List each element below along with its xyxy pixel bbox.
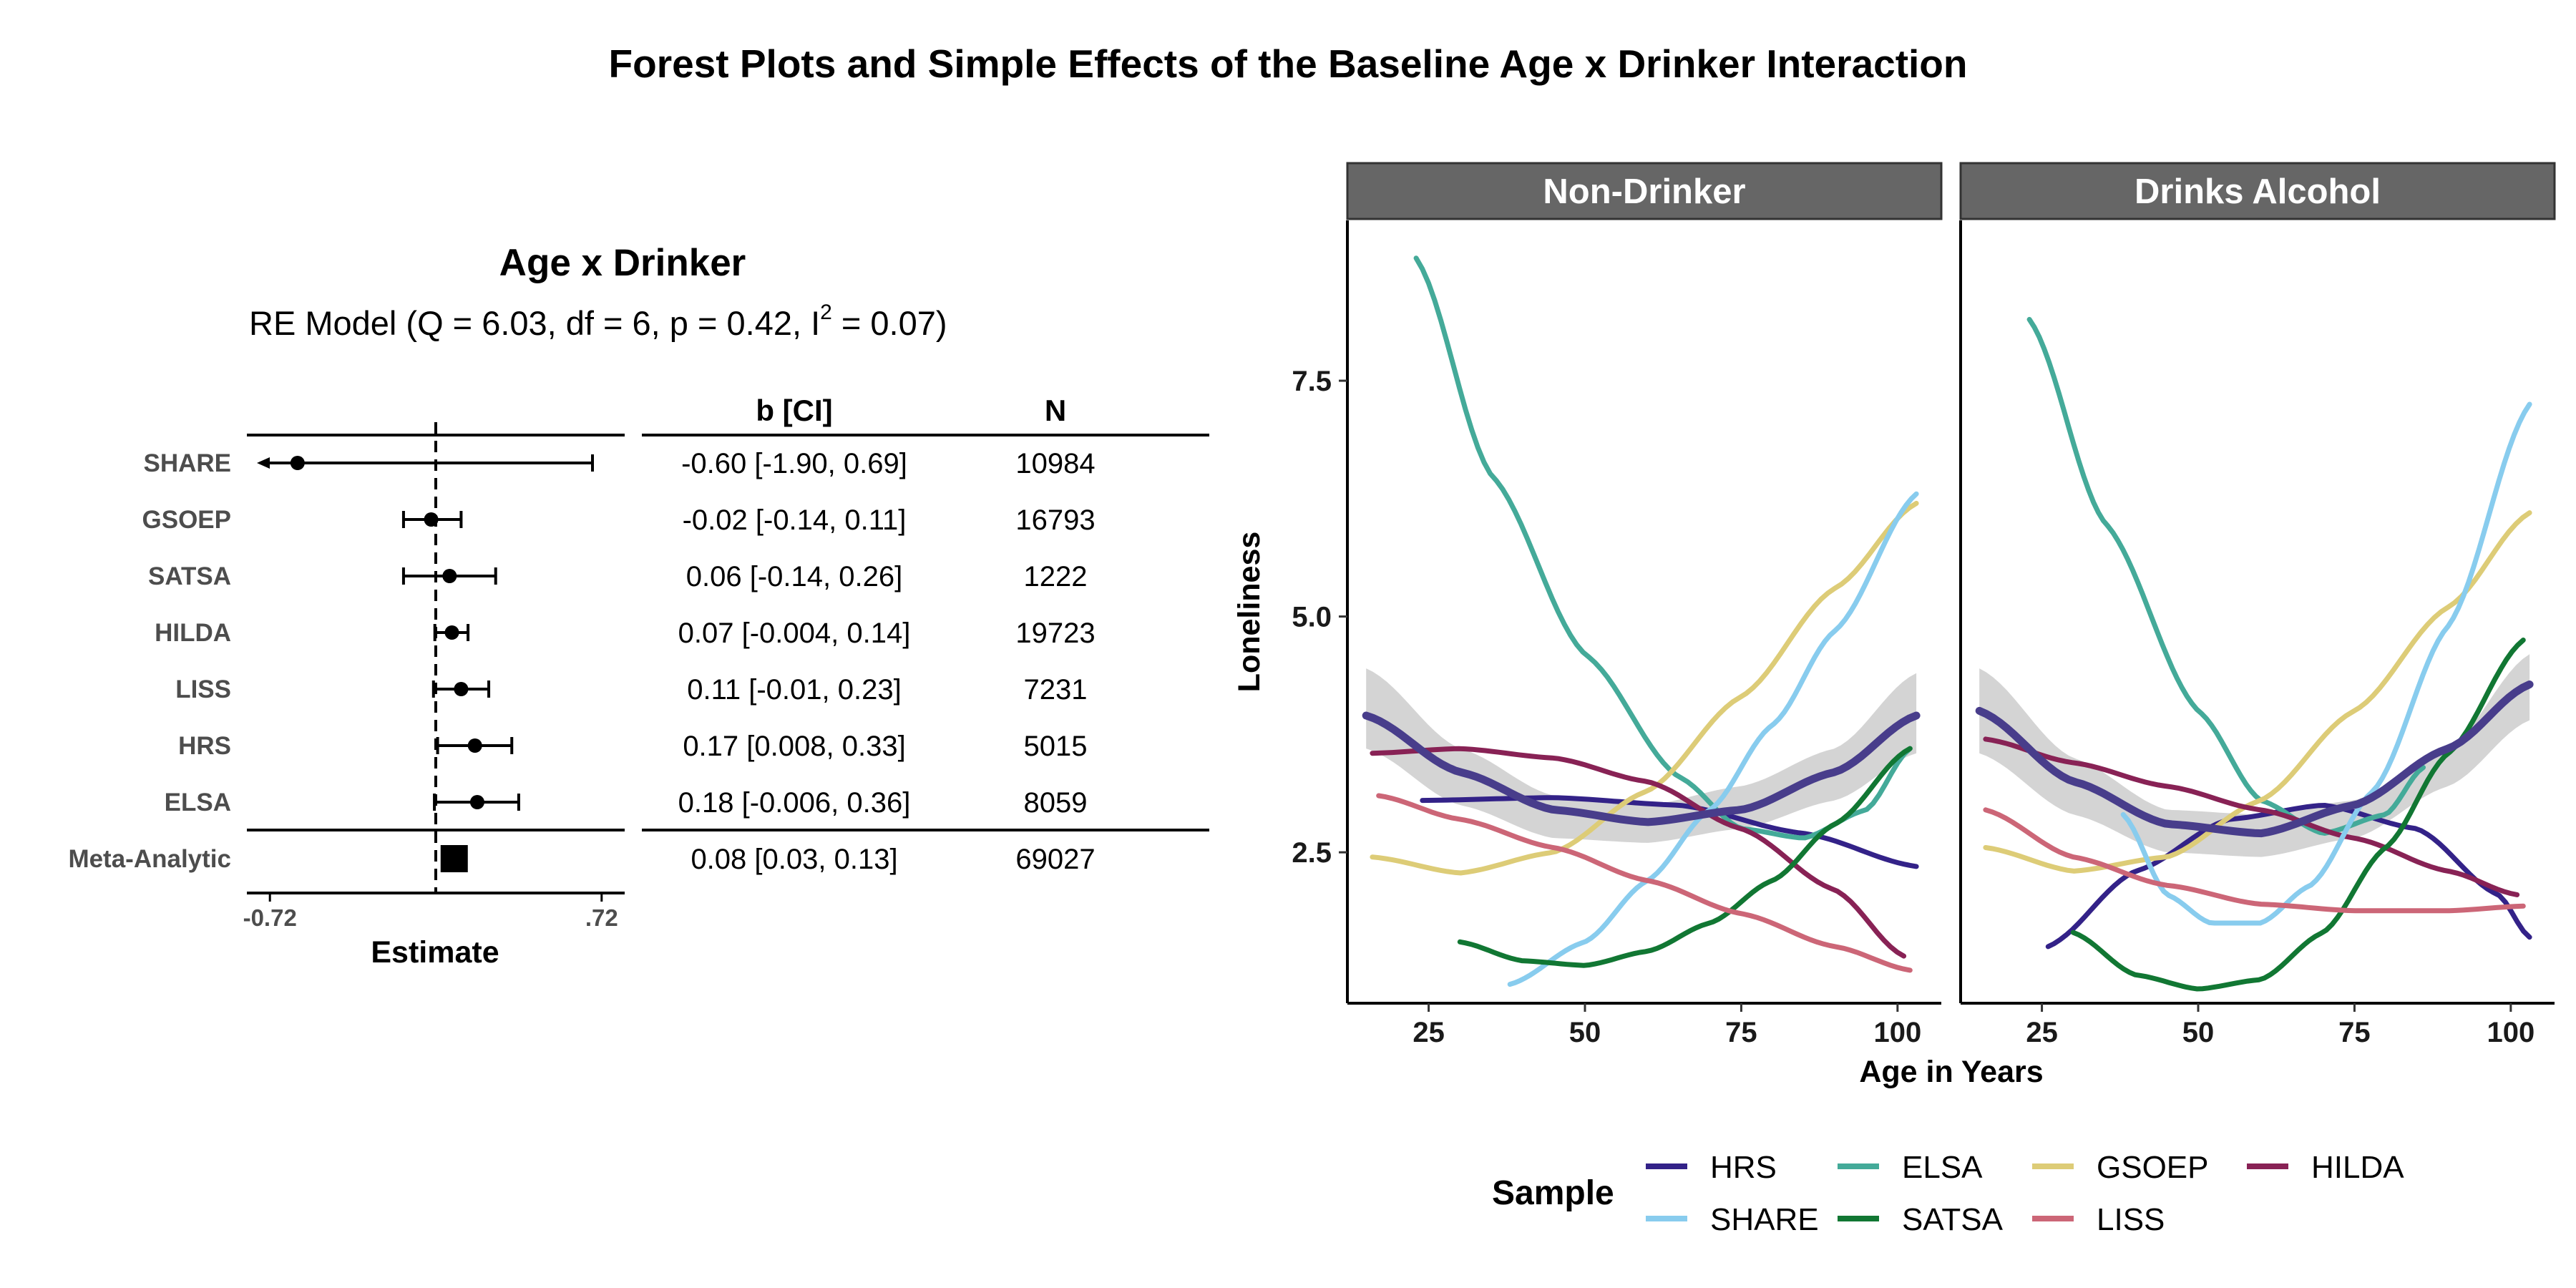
estimate-point-gsoep bbox=[424, 512, 439, 527]
forest-x-label: Estimate bbox=[371, 935, 499, 970]
legend-label-share: SHARE bbox=[1710, 1202, 1819, 1237]
legend-label-satsa: SATSA bbox=[1902, 1202, 2004, 1237]
x-tick-label-100-non-drinker: 100 bbox=[1873, 1017, 1921, 1048]
estimate-point-satsa bbox=[442, 569, 457, 583]
forest-row-hilda: HILDA 0.07 [-0.004, 0.14] 19723 bbox=[155, 618, 1096, 649]
study-label-meta-analytic: Meta-Analytic bbox=[68, 845, 231, 873]
legend-label-elsa: ELSA bbox=[1902, 1150, 1983, 1185]
x-tick-label-25-drinks-alcohol: 25 bbox=[2026, 1017, 2058, 1048]
series-line-hilda-non-drinker bbox=[1370, 746, 1907, 959]
ci-text-hilda: 0.07 [-0.004, 0.14] bbox=[678, 618, 911, 649]
legend-label-hilda: HILDA bbox=[2311, 1150, 2404, 1185]
n-text-share: 10984 bbox=[1015, 448, 1095, 479]
n-text-elsa: 8059 bbox=[1024, 787, 1088, 819]
ci-text-elsa: 0.18 [-0.006, 0.36] bbox=[678, 787, 911, 819]
estimate-point-liss bbox=[454, 682, 469, 696]
series-line-hilda-drinks-alcohol bbox=[1983, 736, 2520, 897]
forest-row-gsoep: GSOEP -0.02 [-0.14, 0.11] 16793 bbox=[142, 504, 1096, 536]
ci-text-gsoep: -0.02 [-0.14, 0.11] bbox=[683, 504, 907, 536]
ci-text-satsa: 0.06 [-0.14, 0.26] bbox=[686, 561, 902, 592]
y-axis-title: Loneliness bbox=[1232, 532, 1267, 693]
estimate-point-elsa bbox=[469, 795, 484, 809]
n-text-liss: 7231 bbox=[1024, 674, 1088, 706]
y-tick-label-0: 2.5 bbox=[1292, 837, 1332, 869]
col-header-n: N bbox=[1045, 394, 1066, 427]
forest-model-summary: RE Model (Q = 6.03, df = 6, p = 0.42, I2… bbox=[249, 301, 947, 342]
study-label-liss: LISS bbox=[175, 675, 231, 703]
panel-strip-drinks-alcohol bbox=[1959, 162, 2556, 220]
estimate-point-share bbox=[290, 456, 305, 470]
n-text-satsa: 1222 bbox=[1024, 561, 1088, 592]
forest-title: Age x Drinker bbox=[499, 242, 746, 284]
model-suffix: = 0.07) bbox=[832, 304, 947, 342]
study-label-elsa: ELSA bbox=[165, 789, 231, 816]
model-prefix: RE Model (Q = 6.03, df = 6, p = 0.42, I bbox=[249, 304, 820, 342]
panel-strip-label-non-drinker: Non-Drinker bbox=[1543, 172, 1745, 211]
y-tick-label-1: 5.0 bbox=[1292, 602, 1332, 633]
study-label-hilda: HILDA bbox=[155, 619, 231, 647]
panel-non-drinker: Non-Drinker 25 50 75 100 2.5 5.0 7.5 bbox=[1292, 162, 1943, 1048]
forest-tick-label-0: -0.72 bbox=[243, 904, 297, 931]
legend-label-gsoep: GSOEP bbox=[2097, 1150, 2209, 1185]
panel-drinks-alcohol: Drinks Alcohol 25 50 75 100 bbox=[1959, 162, 2556, 1048]
legend-label-hrs: HRS bbox=[1710, 1150, 1777, 1185]
series-line-elsa-drinks-alcohol bbox=[2026, 316, 2426, 836]
series-line-hrs-non-drinker bbox=[1420, 795, 1919, 869]
series-line-gsoep-drinks-alcohol bbox=[1983, 510, 2532, 874]
figure-title: Forest Plots and Simple Effects of the B… bbox=[609, 42, 1968, 86]
forest-row-satsa: SATSA 0.06 [-0.14, 0.26] 1222 bbox=[148, 561, 1088, 592]
model-superscript: 2 bbox=[820, 301, 832, 324]
study-label-satsa: SATSA bbox=[148, 562, 231, 590]
forest-rows: SHARE -0.60 [-1.90, 0.69] 10984 GSOEP -0.02 … bbox=[68, 448, 1095, 875]
forest-row-meta-analytic: Meta-Analytic 0.08 [0.03, 0.13] 69027 bbox=[68, 844, 1095, 875]
panel-strip-non-drinker bbox=[1346, 162, 1943, 220]
forest-plot: Age x Drinker RE Model (Q = 6.03, df = 6… bbox=[68, 242, 1209, 970]
ci-text-share: -0.60 [-1.90, 0.69] bbox=[681, 448, 907, 479]
x-axis-title: Age in Years bbox=[1859, 1055, 2043, 1089]
x-tick-label-50-non-drinker: 50 bbox=[1569, 1017, 1601, 1048]
n-text-hilda: 19723 bbox=[1015, 618, 1095, 649]
n-text-hrs: 5015 bbox=[1024, 731, 1088, 762]
study-label-hrs: HRS bbox=[178, 732, 231, 760]
meta-estimate-square bbox=[440, 845, 468, 872]
forest-row-elsa: ELSA 0.18 [-0.006, 0.36] 8059 bbox=[165, 787, 1088, 819]
ci-text-liss: 0.11 [-0.01, 0.23] bbox=[687, 674, 901, 706]
forest-row-hrs: HRS 0.17 [0.008, 0.33] 5015 bbox=[178, 731, 1087, 762]
x-tick-label-25-non-drinker: 25 bbox=[1413, 1017, 1445, 1048]
legend: Sample HRS SHARE ELSA SATSA GSOEP LISS HILDA bbox=[1492, 1150, 2404, 1237]
study-label-gsoep: GSOEP bbox=[142, 506, 231, 534]
series-line-satsa-drinks-alcohol bbox=[2070, 638, 2526, 992]
col-header-b-ci: b [CI] bbox=[756, 394, 832, 427]
forest-row-share: SHARE -0.60 [-1.90, 0.69] 10984 bbox=[143, 448, 1095, 479]
legend-title: Sample bbox=[1492, 1174, 1614, 1212]
ci-text-hrs: 0.17 [0.008, 0.33] bbox=[683, 731, 905, 762]
x-tick-label-50-drinks-alcohol: 50 bbox=[2182, 1017, 2215, 1048]
estimate-point-hilda bbox=[444, 625, 459, 640]
series-line-liss-non-drinker bbox=[1376, 793, 1913, 973]
series-line-satsa-non-drinker bbox=[1457, 746, 1913, 968]
series-line-share-drinks-alcohol bbox=[2120, 401, 2532, 926]
y-tick-label-2: 7.5 bbox=[1292, 366, 1332, 397]
ci-arrow-left-share bbox=[257, 457, 270, 469]
x-tick-label-75-non-drinker: 75 bbox=[1725, 1017, 1757, 1048]
simple-effects-panels: Non-Drinker 25 50 75 100 2.5 5.0 7.5 Drinks Alco… bbox=[1292, 162, 2556, 1048]
series-line-share-non-drinker bbox=[1507, 491, 1919, 987]
panel-strip-label-drinks-alcohol: Drinks Alcohol bbox=[2135, 172, 2381, 211]
pooled-line-non-drinker bbox=[1362, 711, 1921, 826]
forest-x-ticks: -0.72 .72 bbox=[243, 893, 618, 931]
n-text-meta-analytic: 69027 bbox=[1015, 844, 1095, 875]
estimate-point-hrs bbox=[467, 738, 482, 753]
study-label-share: SHARE bbox=[143, 449, 231, 477]
series-line-gsoep-non-drinker bbox=[1370, 500, 1919, 876]
n-text-gsoep: 16793 bbox=[1015, 504, 1095, 536]
legend-label-liss: LISS bbox=[2097, 1202, 2165, 1237]
pooled-line-drinks-alcohol bbox=[1975, 680, 2534, 838]
x-tick-label-75-drinks-alcohol: 75 bbox=[2338, 1017, 2371, 1048]
forest-tick-label-1: .72 bbox=[585, 904, 618, 931]
forest-row-liss: LISS 0.11 [-0.01, 0.23] 7231 bbox=[175, 674, 1087, 706]
x-tick-label-100-drinks-alcohol: 100 bbox=[2487, 1017, 2534, 1048]
series-line-liss-drinks-alcohol bbox=[1983, 807, 2526, 914]
ci-text-meta-analytic: 0.08 [0.03, 0.13] bbox=[691, 844, 897, 875]
